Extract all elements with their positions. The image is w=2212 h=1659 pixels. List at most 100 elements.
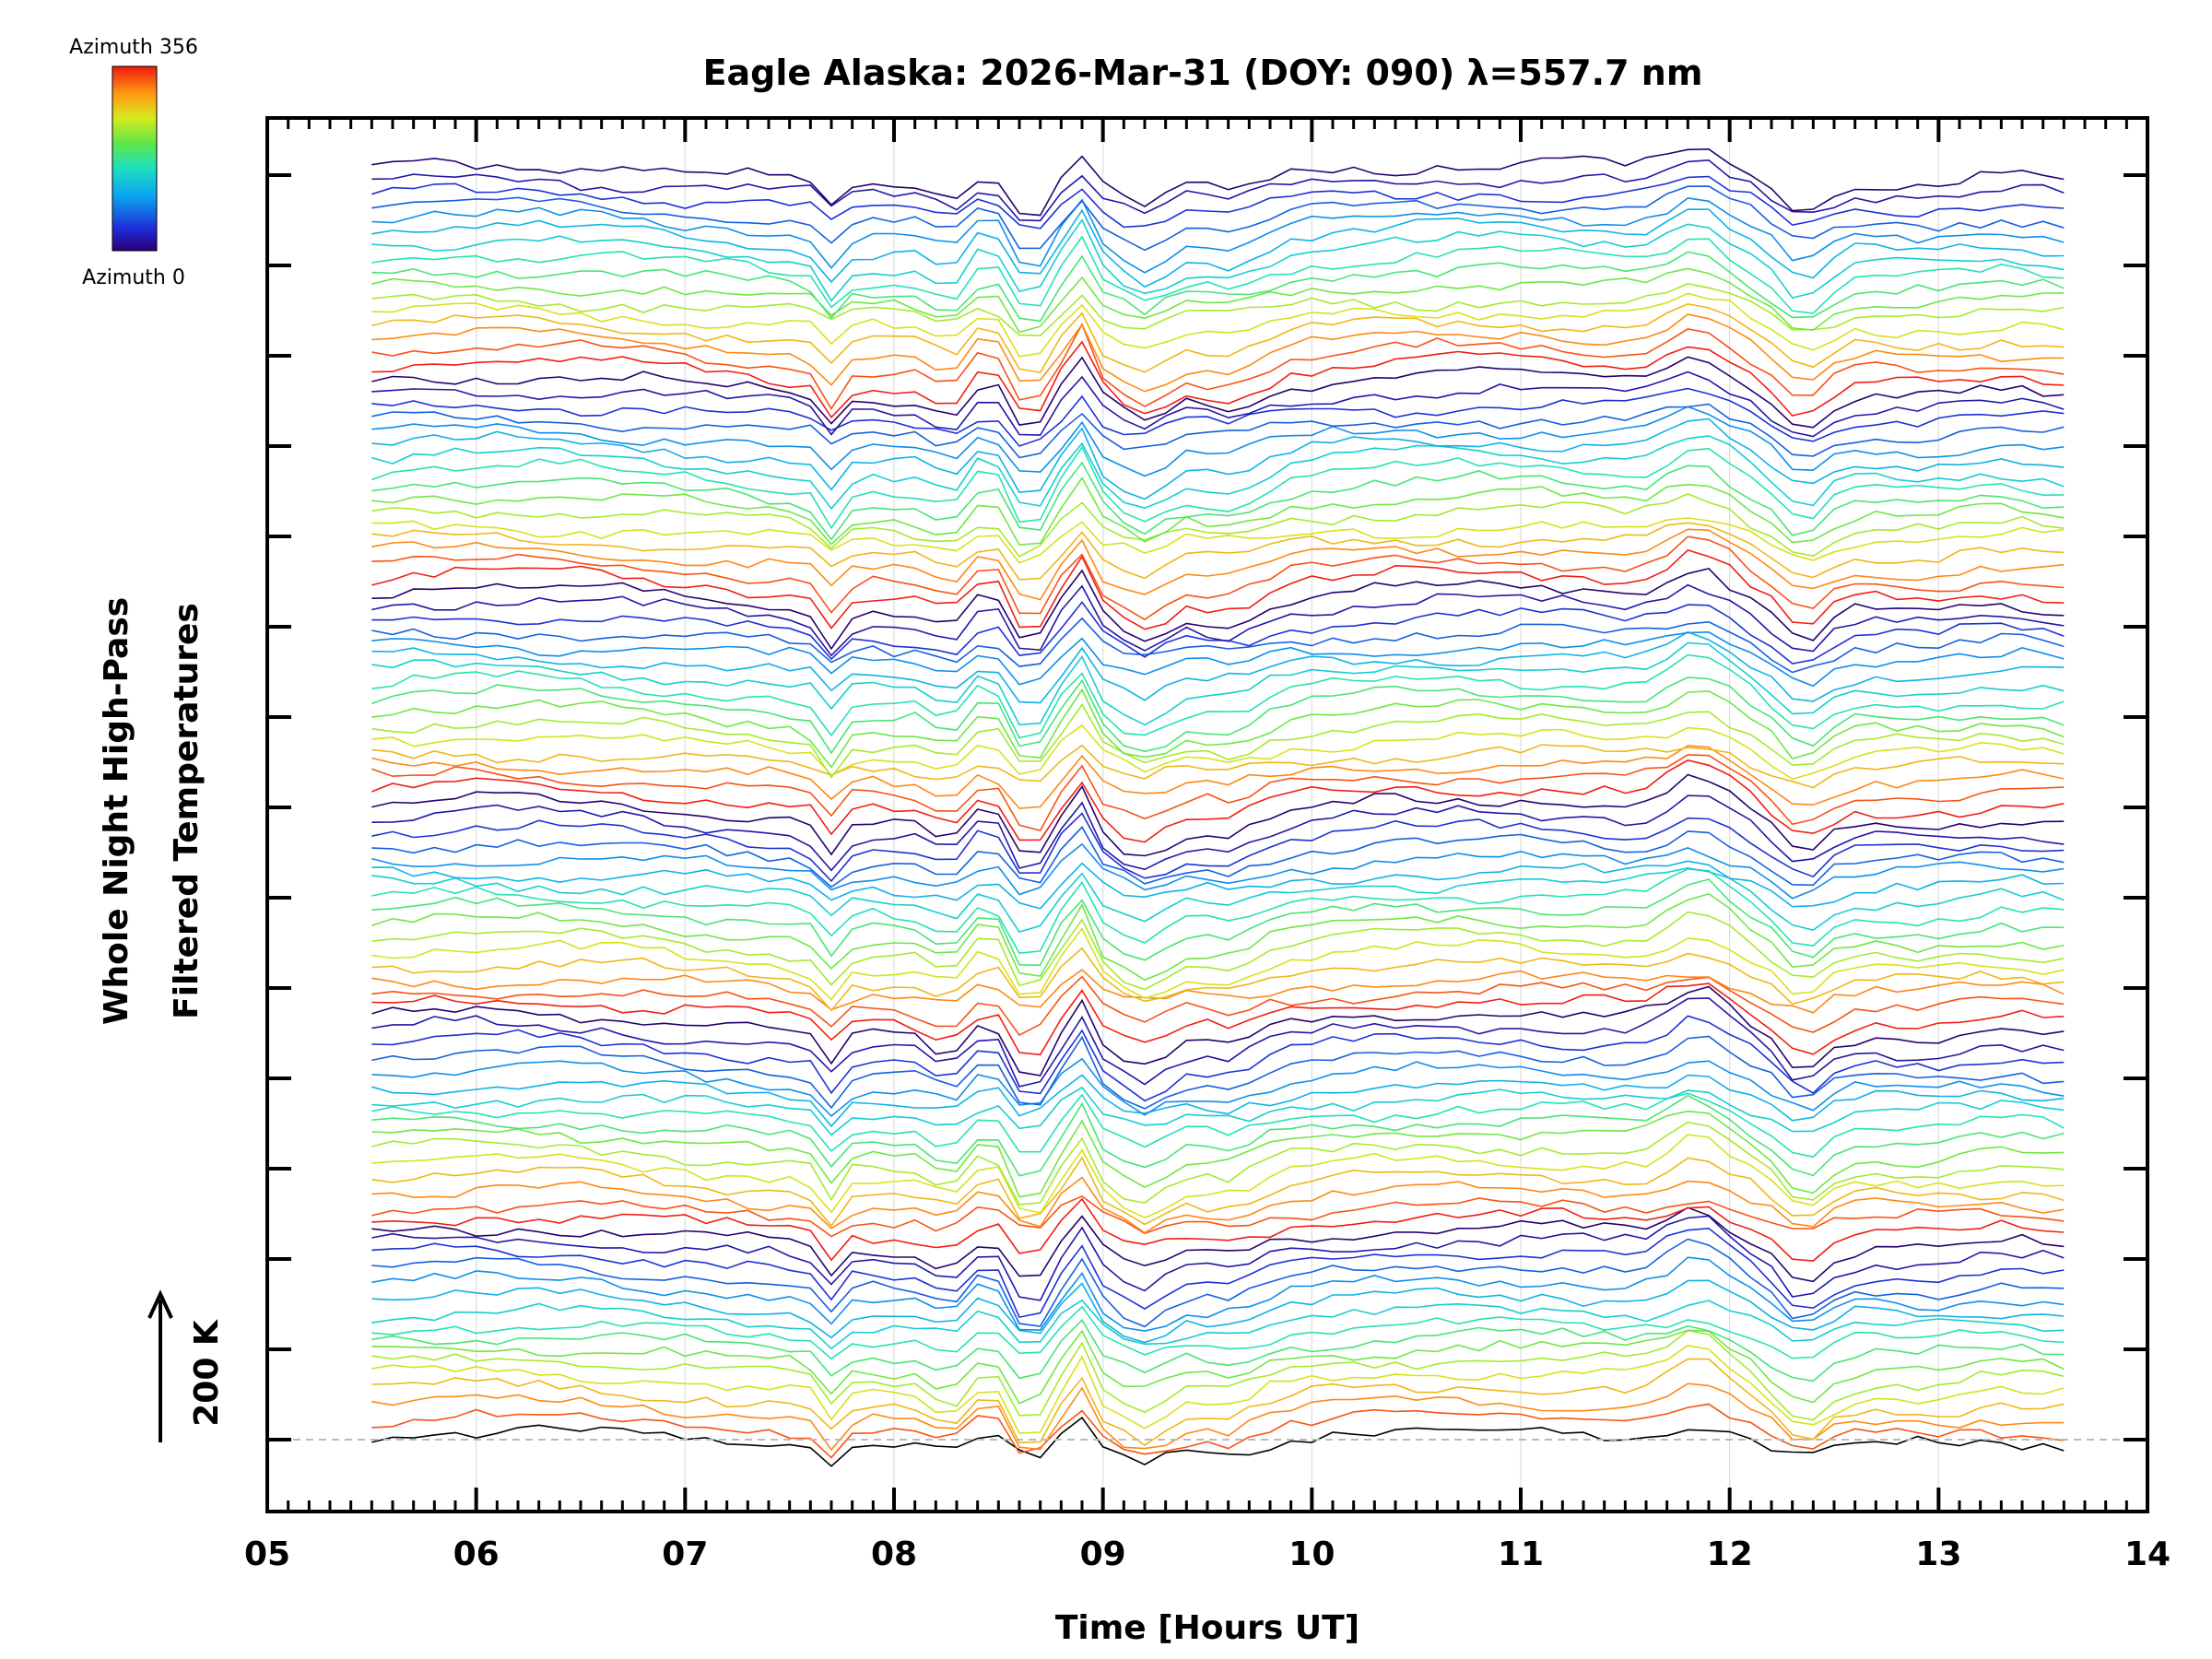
temperature-trace — [371, 147, 2065, 217]
temperature-trace — [371, 282, 2065, 336]
temperature-trace — [371, 1215, 2065, 1301]
temperature-trace — [371, 1015, 2065, 1102]
x-axis-ticks — [265, 118, 2149, 1512]
temperature-trace — [371, 617, 2065, 674]
temperature-trace — [371, 517, 2065, 564]
temperature-trace — [371, 1121, 2065, 1206]
chart-title: Eagle Alaska: 2026-Mar-31 (DOY: 090) λ=5… — [703, 53, 1703, 93]
temperature-trace — [371, 860, 2065, 910]
temperature-trace — [371, 406, 2065, 477]
colorbar-gradient — [112, 65, 158, 252]
temperature-trace — [371, 251, 2065, 323]
temperature-trace — [371, 703, 2065, 779]
temperature-trace — [371, 688, 2065, 769]
temperature-trace — [371, 493, 2065, 558]
temperature-trace — [371, 1329, 2065, 1405]
temperature-trace — [371, 313, 2065, 393]
temperature-trace — [371, 630, 2065, 688]
temperature-trace — [371, 583, 2065, 657]
temperature-trace — [371, 528, 2065, 601]
temperature-trace — [371, 745, 2065, 809]
temperature-trace — [371, 1074, 2065, 1128]
temperature-trace — [371, 356, 2065, 429]
temperature-trace — [371, 302, 2065, 374]
y-axis-label-line2: Filtered Temperatures — [168, 603, 206, 1019]
temperature-trace — [371, 445, 2065, 530]
temperature-trace — [371, 826, 2065, 888]
temperature-trace — [371, 1057, 2065, 1117]
traces-group — [371, 147, 2065, 1467]
temperature-trace — [371, 927, 2065, 1001]
x-tick-label: 09 — [1080, 1535, 1126, 1573]
temperature-trace — [371, 1094, 2065, 1177]
temperature-trace — [371, 1197, 2065, 1262]
temperature-trace — [371, 568, 2065, 651]
temperature-trace — [371, 1319, 2065, 1382]
temperature-trace — [371, 1206, 2065, 1283]
temperature-trace — [371, 535, 2065, 621]
x-axis-label: Time [Hours UT] — [1055, 1609, 1359, 1647]
temperature-trace — [371, 371, 2065, 438]
temperature-trace — [371, 893, 2065, 982]
temperature-trace — [371, 208, 2065, 288]
x-tick-label: 12 — [1707, 1535, 1753, 1573]
temperature-trace — [371, 812, 2065, 883]
temperature-trace — [371, 1382, 2065, 1452]
temperature-trace — [371, 997, 2065, 1088]
temperature-trace — [371, 773, 2065, 857]
temperature-trace — [371, 842, 2065, 900]
x-tick-label: 10 — [1288, 1535, 1335, 1573]
temperature-trace — [371, 267, 2065, 334]
temperature-trace — [371, 1086, 2065, 1136]
temperature-trace — [371, 1227, 2065, 1319]
temperature-trace — [371, 340, 2065, 419]
temperature-trace — [371, 985, 2065, 1077]
temperature-trace — [371, 1256, 2065, 1332]
temperature-trace — [371, 1238, 2065, 1328]
temperature-trace — [371, 868, 2065, 954]
temperature-trace — [371, 744, 2065, 789]
temperature-trace — [371, 866, 2065, 934]
temperature-trace — [371, 630, 2065, 704]
temperature-trace — [371, 522, 2065, 581]
colorbar-bottom-label: Azimuth 0 — [82, 266, 185, 289]
temperature-trace — [371, 982, 2065, 1056]
temperature-trace — [371, 975, 2065, 1037]
x-tick-label: 11 — [1498, 1535, 1544, 1573]
temperature-trace — [371, 476, 2065, 546]
x-tick-label: 06 — [453, 1535, 500, 1573]
temperature-trace — [371, 1279, 2065, 1344]
temperature-trace — [371, 1035, 2065, 1110]
temperature-trace — [371, 1194, 2065, 1238]
temperature-trace — [371, 1416, 2065, 1467]
temperature-trace — [371, 724, 2065, 781]
temperature-trace — [371, 601, 2065, 665]
temperature-trace — [371, 641, 2065, 726]
temperature-trace — [371, 1092, 2065, 1159]
temperature-trace — [371, 185, 2065, 252]
temperature-trace — [371, 461, 2065, 541]
temperature-trace — [371, 653, 2065, 739]
temperature-trace — [371, 418, 2065, 500]
temperature-trace — [371, 1358, 2065, 1447]
scale-arrow-head — [147, 1289, 173, 1319]
x-tick-label: 08 — [871, 1535, 917, 1573]
temperature-trace — [371, 969, 2065, 1014]
temperature-trace — [371, 677, 2065, 755]
x-tick-label: 14 — [2124, 1535, 2171, 1573]
temperature-trace — [371, 548, 2065, 630]
temperature-trace — [371, 1176, 2065, 1234]
temperature-trace — [371, 1403, 2065, 1459]
x-tick-label: 07 — [662, 1535, 708, 1573]
y-axis-ticks — [267, 173, 2147, 1441]
temperature-trace — [371, 403, 2065, 459]
temperature-trace — [371, 947, 2065, 1012]
temperature-trace — [371, 1110, 2065, 1198]
x-tick-label: 13 — [1915, 1535, 1961, 1573]
temperature-trace — [371, 435, 2065, 511]
temperature-trace — [371, 1299, 2065, 1350]
colorbar-top-label: Azimuth 356 — [69, 36, 198, 59]
temperature-trace — [371, 754, 2065, 832]
y-axis-label-line1: Whole Night High-Pass — [98, 597, 135, 1025]
